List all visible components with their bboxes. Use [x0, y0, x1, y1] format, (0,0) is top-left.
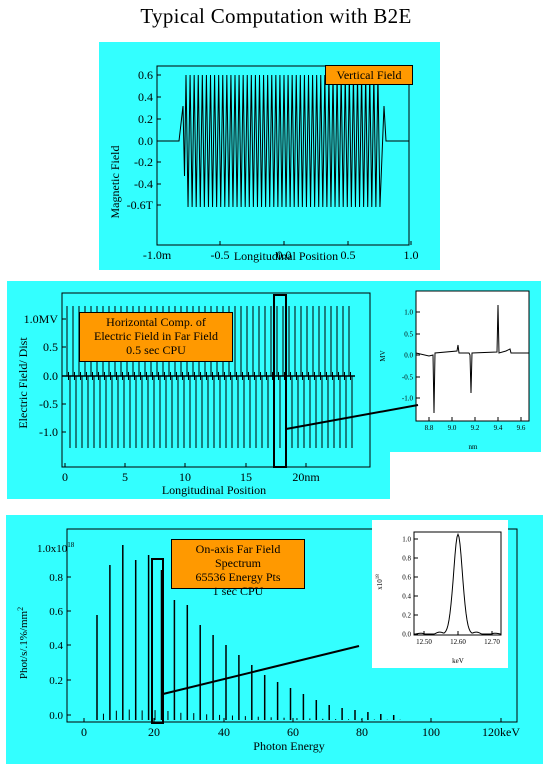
xtick-label: 0	[62, 470, 68, 484]
xtick-label: 10	[179, 470, 191, 484]
note-line: 0.5 sec CPU	[126, 343, 186, 357]
ytick-label: 1.0	[402, 535, 411, 543]
note-line: 65536 Energy Pts	[195, 570, 281, 584]
ytick-label: 1.0	[404, 308, 413, 316]
note-line: 1 sec CPU	[212, 584, 264, 598]
ytick-label: 0.6	[402, 573, 411, 581]
electric-field-inset-panel: 1.0 0.5 0.0 -0.5 -1.0 8.8 9.0 9.2 9.4 9.6 MV nm	[371, 281, 541, 452]
ytick-label: -0.5	[39, 397, 58, 411]
ytick-label: 0.4	[138, 90, 153, 104]
magnetic-field-xlabel: Longitudinal Position	[234, 249, 338, 263]
xtick-label: -0.5	[211, 248, 230, 262]
ytick-label: 0.6	[49, 606, 63, 618]
ytick-label: 0.0	[404, 351, 413, 359]
xtick-label: 9.0	[448, 424, 457, 432]
xtick-label: 20nm	[292, 470, 320, 484]
electric-field-ylabel: Electric Field/ Dist	[16, 337, 30, 429]
magnetic-field-chart: 0.6 0.4 0.2 0.0 -0.2 -0.4 -0.6T -1.0m -0.5 0.0 0.…	[108, 65, 419, 263]
ytick-label: -1.0	[39, 425, 58, 439]
xtick-label: 100	[422, 725, 440, 739]
xtick-label: 0.5	[341, 248, 356, 262]
xtick-label: 12.60	[450, 638, 466, 646]
vertical-field-note: Vertical Field	[325, 65, 413, 85]
ytick-label: 0.0	[49, 710, 63, 722]
ytick-label: -1.0	[402, 394, 414, 402]
ytick-label: 0.8	[402, 554, 411, 562]
xtick-label: 8.8	[425, 424, 434, 432]
electric-field-xlabel: Longitudinal Position	[162, 483, 266, 497]
xtick-label: 120keV	[482, 725, 520, 739]
inset-ylabel: x1018	[376, 574, 384, 590]
magnetic-field-ylabel: Magnetic Field	[108, 146, 122, 219]
inset-xlabel: nm	[469, 443, 479, 451]
ytick-label: 0.2	[402, 611, 411, 619]
ytick-label: 0.0	[138, 134, 153, 148]
xtick-label: -1.0m	[143, 248, 172, 262]
xtick-label: 80	[356, 725, 368, 739]
xtick-label: 15	[240, 470, 252, 484]
xtick-label: 12.50	[416, 638, 432, 646]
electric-field-panel: 1.0MV 0.5 0.0 -0.5 -1.0 0 5 10 15 20nm Electric …	[7, 281, 390, 499]
ytick-label: 0.6	[138, 68, 153, 82]
ytick-label: 0.4	[49, 640, 63, 652]
xtick-label: 12.70	[484, 638, 500, 646]
xtick-label: 1.0	[404, 248, 419, 262]
electric-field-note: Horizontal Comp. of Electric Field in Fa…	[79, 312, 233, 362]
ytick-label: 0.0	[43, 369, 58, 383]
xtick-label: 5	[122, 470, 128, 484]
spectrum-inset-panel: 1.0 0.8 0.6 0.4 0.2 0.0 12.50 12.60 12.70 x1018…	[372, 520, 508, 668]
xtick-label: 9.4	[494, 424, 503, 432]
xtick-label: 20	[148, 725, 160, 739]
inset-xlabel: keV	[452, 657, 464, 665]
magnetic-field-panel: 0.6 0.4 0.2 0.0 -0.2 -0.4 -0.6T -1.0m -0.5 0.0 0.…	[99, 42, 440, 270]
ytick-label: 0.2	[49, 675, 63, 687]
electric-field-inset-chart: 1.0 0.5 0.0 -0.5 -1.0 8.8 9.0 9.2 9.4 9.6 MV nm	[379, 290, 530, 451]
ytick-label: -0.5	[402, 373, 414, 381]
ytick-label: 0.0	[402, 630, 411, 638]
spectrum-note: On-axis Far Field Spectrum 65536 Energy …	[171, 539, 305, 598]
ytick-label: -0.6T	[127, 198, 154, 212]
xtick-label: 60	[287, 725, 299, 739]
xtick-label: 0	[81, 725, 87, 739]
spectrum-xlabel: Photon Energy	[253, 739, 324, 753]
note-line: On-axis Far Field Spectrum	[195, 542, 281, 570]
xtick-label: 9.6	[517, 424, 526, 432]
spectrum-chart: 0.80.60.40.20.0 0 20 40 60 80 100 120keV 1.0x1…	[16, 528, 520, 753]
xtick-label: 9.2	[471, 424, 480, 432]
page-title: Typical Computation with B2E	[140, 4, 412, 28]
spectrum-inset-chart: 1.0 0.8 0.6 0.4 0.2 0.0 12.50 12.60 12.70 x1018…	[376, 531, 502, 665]
ytick-label: -0.4	[134, 177, 153, 191]
spectrum-ylabel: Phot/s/.1%/mm2	[16, 607, 30, 679]
ytick-label: 1.0MV	[24, 312, 59, 326]
inset-ylabel: MV	[379, 350, 387, 361]
ytick-label: 0.5	[43, 340, 58, 354]
ytick-label: 0.8	[49, 572, 63, 584]
ytick-top: 1.0x1018	[37, 541, 75, 555]
note-line: Electric Field in Far Field	[94, 329, 218, 343]
note-line: Horizontal Comp. of	[106, 315, 206, 329]
ytick-label: 0.4	[402, 592, 411, 600]
zoom-box	[151, 558, 164, 724]
ytick-label: 0.5	[404, 330, 413, 338]
zoom-box	[273, 294, 287, 468]
ytick-label: 0.2	[138, 112, 153, 126]
xtick-label: 40	[218, 725, 230, 739]
ytick-label: -0.2	[134, 155, 153, 169]
xtick-label: 0.0	[277, 248, 292, 262]
